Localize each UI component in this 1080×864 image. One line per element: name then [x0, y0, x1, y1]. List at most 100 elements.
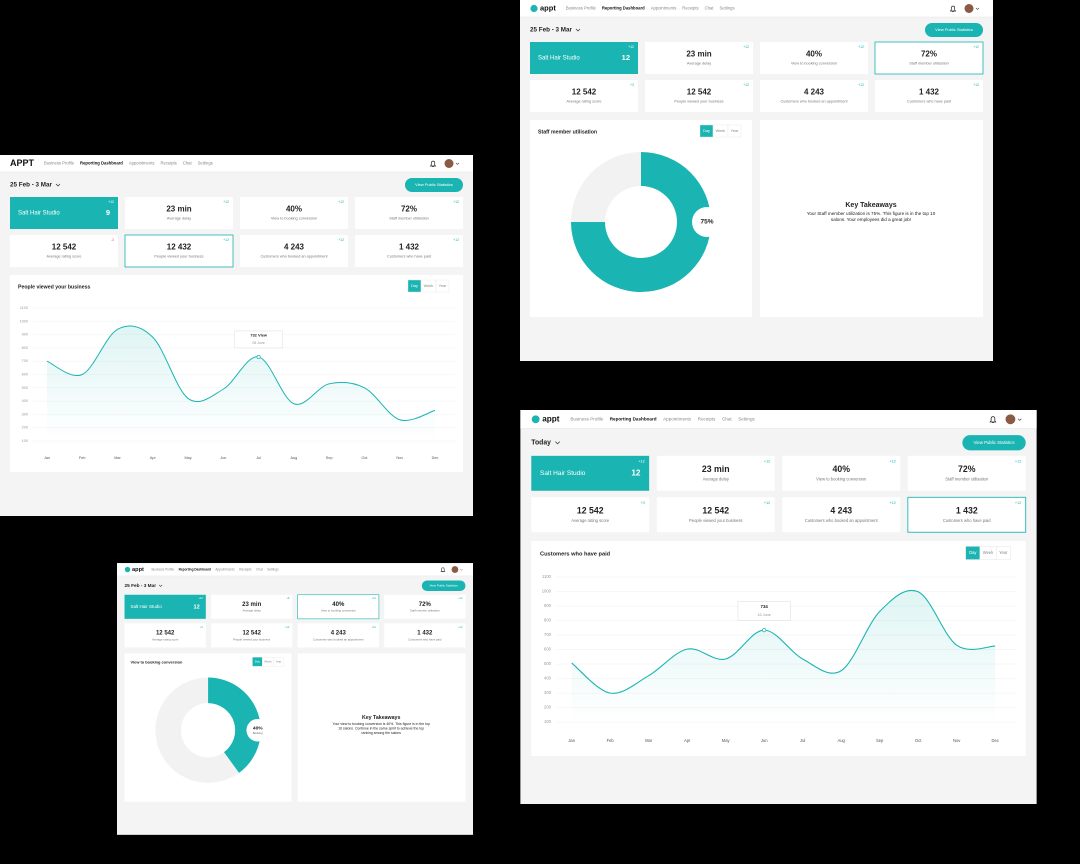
stat-card[interactable] [645, 42, 753, 74]
stat-delta: +12 [458, 596, 463, 600]
stat-value: 12 542 [52, 243, 77, 252]
nav-item[interactable]: Business Profile [570, 416, 603, 421]
nav-item[interactable]: Chat [256, 567, 263, 571]
stat-card[interactable] [125, 197, 233, 229]
nav-item[interactable]: Business Profile [566, 6, 597, 11]
nav-item[interactable]: Business Profile [151, 567, 174, 571]
avatar[interactable] [964, 4, 974, 13]
stat-card[interactable] [240, 197, 348, 229]
public-stats-button[interactable] [421, 580, 466, 591]
x-tick-label: Apr [150, 456, 157, 460]
y-tick-label: 100 [22, 439, 28, 443]
stat-value: 1 432 [417, 630, 433, 636]
stat-card[interactable] [384, 623, 466, 648]
public-stats-button[interactable] [925, 23, 983, 37]
stat-card[interactable] [907, 455, 1026, 491]
nav-item[interactable]: Appointments [129, 161, 155, 166]
dashboard-panel: appt Business Profile Reporting Dashboard A… [520, 0, 993, 361]
public-stats-button[interactable] [962, 435, 1026, 451]
date-selector[interactable]: 25 Feb - 3 Mar [125, 583, 157, 589]
date-selector[interactable]: 25 Feb - 3 Mar [530, 27, 573, 34]
nav-item[interactable]: Appointments [651, 6, 677, 11]
nav-item[interactable]: Receipts [698, 416, 717, 421]
stat-card[interactable] [875, 80, 983, 112]
nav-item[interactable]: Chat [722, 416, 732, 421]
stat-card[interactable] [240, 235, 348, 267]
period-tab-label: Year [999, 550, 1008, 555]
nav-item[interactable]: Chat [183, 161, 193, 166]
nav-item[interactable]: Reporting Dashboard [610, 416, 657, 421]
nav-item[interactable]: Settings [198, 161, 213, 166]
date-selector[interactable]: Today [531, 440, 551, 447]
nav-item[interactable]: Appointments [215, 567, 235, 571]
bell-icon[interactable] [989, 416, 997, 424]
x-tick-label: May [184, 456, 191, 460]
avatar[interactable] [1005, 414, 1016, 425]
stat-card[interactable] [874, 41, 984, 75]
stat-card[interactable] [355, 197, 463, 229]
avatar[interactable] [451, 566, 459, 573]
x-tick-label: Jan [568, 738, 575, 743]
nav-item[interactable]: Receipts [160, 161, 176, 166]
stat-card[interactable] [124, 623, 206, 648]
nav-item[interactable]: Receipts [682, 6, 698, 11]
avatar[interactable] [444, 159, 454, 168]
stat-value: 1 432 [919, 88, 940, 97]
period-tab[interactable] [273, 657, 284, 667]
stat-card[interactable] [782, 455, 901, 491]
stat-card[interactable] [760, 42, 868, 74]
stat-label: View to booking conversion [321, 609, 356, 613]
date-selector[interactable]: 25 Feb - 3 Mar [10, 182, 53, 189]
x-tick-label: Mar [645, 738, 653, 743]
stat-card[interactable] [297, 623, 379, 648]
nav-item[interactable]: Settings [719, 6, 734, 11]
stat-card[interactable] [384, 594, 466, 619]
stat-card[interactable] [760, 80, 868, 112]
nav-item[interactable]: Settings [267, 567, 279, 571]
stat-value: 4 243 [331, 630, 347, 636]
stat-card[interactable] [531, 497, 650, 533]
bell-icon[interactable] [429, 160, 437, 167]
public-stats-button[interactable] [405, 178, 463, 192]
stat-card[interactable] [124, 594, 206, 619]
stat-card[interactable] [297, 594, 380, 620]
takeaway-box: Your Staff member utilization is 75%. Th… [807, 211, 936, 222]
stat-card[interactable] [355, 235, 463, 267]
period-tab-label: Week [424, 284, 434, 288]
stat-card[interactable] [656, 497, 775, 533]
bell-icon[interactable] [949, 5, 957, 12]
public-stats-button-label: View Public Statistics [935, 27, 973, 32]
stat-card[interactable] [211, 594, 293, 619]
stat-card[interactable] [530, 80, 638, 112]
nav-item[interactable]: Business Profile [44, 161, 75, 166]
stat-card[interactable] [211, 623, 293, 648]
y-tick-label: 1100 [542, 574, 552, 579]
stat-card[interactable] [124, 234, 234, 268]
stat-value: 1 432 [399, 243, 420, 252]
nav-item[interactable]: Appointments [663, 416, 692, 421]
stat-card[interactable] [645, 80, 753, 112]
takeaway-card [297, 653, 466, 802]
nav-item[interactable]: Reporting Dashboard [179, 567, 211, 571]
nav-item[interactable]: Reporting Dashboard [602, 6, 645, 11]
nav-item[interactable]: Settings [738, 416, 755, 421]
stat-card[interactable] [531, 455, 650, 491]
period-tab[interactable] [435, 279, 450, 293]
stat-card[interactable] [10, 235, 118, 267]
stat-card[interactable] [782, 497, 901, 533]
stat-delta: +12 [973, 83, 979, 87]
bell-icon[interactable] [440, 567, 446, 573]
period-tab[interactable] [996, 546, 1011, 560]
period-tab[interactable] [727, 124, 742, 138]
nav-item[interactable]: Receipts [239, 567, 252, 571]
stat-delta: +12 [889, 501, 895, 505]
nav-item[interactable]: Chat [705, 6, 715, 11]
nav-item[interactable]: Reporting Dashboard [80, 161, 123, 166]
stat-delta: +12 [764, 459, 770, 463]
period-tab-label: Year [731, 129, 739, 133]
stat-card[interactable] [656, 455, 775, 491]
stat-card[interactable] [530, 42, 638, 74]
stat-card[interactable] [907, 496, 1027, 533]
stat-card[interactable] [10, 197, 118, 229]
stat-value: 40% [833, 464, 851, 474]
